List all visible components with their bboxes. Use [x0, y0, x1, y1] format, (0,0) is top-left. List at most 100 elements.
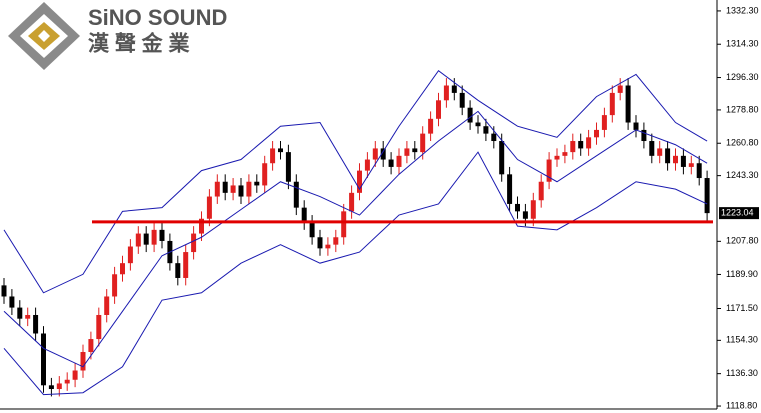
y-tick-label: 1314.30 [726, 39, 759, 49]
bollinger-lower [3, 151, 708, 396]
candle-body [633, 122, 639, 130]
candle-body [9, 296, 15, 308]
y-tick-label: 1154.30 [726, 335, 758, 345]
candle-body [56, 383, 62, 390]
candle-body [191, 233, 197, 253]
y-tick-label: 1171.50 [726, 303, 758, 313]
y-tick-label: 1278.80 [726, 104, 759, 114]
candle-body [25, 314, 31, 319]
candle-body [396, 155, 402, 167]
candle-body [254, 181, 260, 186]
candle-body [238, 185, 244, 197]
candle-body [72, 370, 78, 380]
candle-body [451, 85, 457, 93]
candle-body [357, 170, 362, 193]
candle-body [562, 152, 568, 156]
y-tick-label: 1296.30 [726, 72, 759, 82]
candle-body [420, 133, 426, 153]
candle-body [364, 159, 370, 171]
candle-body [143, 233, 149, 245]
bollinger-upper [3, 69, 708, 294]
candle-body [530, 200, 536, 219]
candle-body [467, 107, 473, 123]
candle-body [507, 174, 513, 204]
candle-body [546, 159, 552, 182]
candle-body [428, 118, 434, 134]
y-tick-label: 1118.80 [726, 400, 757, 410]
candle-body [333, 237, 339, 245]
candle-body [317, 237, 323, 249]
candle-body [515, 203, 520, 212]
candle-body [1, 285, 7, 297]
candle-body [443, 85, 449, 101]
candle-body [380, 148, 386, 160]
candle-body [341, 211, 347, 238]
candle-body [688, 163, 694, 167]
candle-body [270, 148, 276, 164]
candle-body [594, 129, 599, 138]
candle-body [641, 129, 647, 142]
candle-body [199, 218, 204, 234]
plot-area [1, 69, 713, 397]
candle-body [704, 178, 710, 214]
candle-body [609, 92, 615, 116]
y-tick-label: 1207.80 [726, 236, 759, 246]
candle-body [104, 296, 110, 315]
candle-body [578, 141, 584, 149]
candle-body [388, 159, 394, 167]
candle-body [412, 148, 418, 153]
candle-body [649, 141, 655, 156]
candle-body [325, 244, 331, 249]
candle-body [230, 185, 236, 193]
candle-body [673, 155, 678, 164]
candle-body [349, 192, 355, 212]
candle-body [222, 181, 228, 193]
candle-body [120, 263, 125, 275]
candle-body [680, 155, 686, 167]
candle-body [499, 141, 505, 175]
y-tick-label: 1189.90 [726, 269, 758, 279]
candle-body [538, 181, 544, 201]
logo-center [38, 30, 50, 42]
candle-body [88, 339, 94, 352]
candle-body [309, 222, 315, 238]
candle-body [48, 385, 54, 390]
candle-body [183, 252, 189, 278]
candle-body [112, 274, 118, 297]
logo: SiNO SOUND 漢 聲 金 業 [8, 2, 227, 70]
y-tick-label: 1332.30 [726, 5, 759, 15]
candle-body [657, 148, 663, 156]
candle-body [601, 115, 607, 130]
candle-body [285, 152, 291, 182]
candle-body [586, 137, 592, 149]
candle-body [404, 148, 410, 156]
logo-subtitle: 漢 聲 金 業 [88, 32, 191, 56]
candle-body [17, 307, 23, 319]
candle-body [246, 181, 252, 197]
candle-body [278, 148, 283, 153]
candle-body [41, 333, 46, 386]
candle-body [522, 211, 528, 219]
candle-body [570, 141, 576, 153]
candle-body [301, 207, 307, 223]
y-tick-label: 1260.80 [726, 138, 759, 148]
candle-body [459, 92, 465, 108]
candle-body [696, 163, 702, 179]
candle-body [491, 133, 497, 142]
candle-body [262, 163, 268, 186]
candle-body [483, 126, 489, 134]
candle-body [625, 85, 631, 123]
candle-body [159, 229, 165, 241]
candle-body [96, 314, 102, 340]
last-price-box [719, 207, 759, 220]
candle-body [554, 155, 560, 160]
candle-body [617, 85, 623, 93]
candle-body [64, 379, 70, 384]
bollinger-middle [3, 110, 708, 368]
candle-body [33, 314, 39, 334]
y-tick-label: 1136.30 [726, 368, 758, 378]
candle-body [475, 122, 481, 127]
candle-body [293, 181, 299, 208]
